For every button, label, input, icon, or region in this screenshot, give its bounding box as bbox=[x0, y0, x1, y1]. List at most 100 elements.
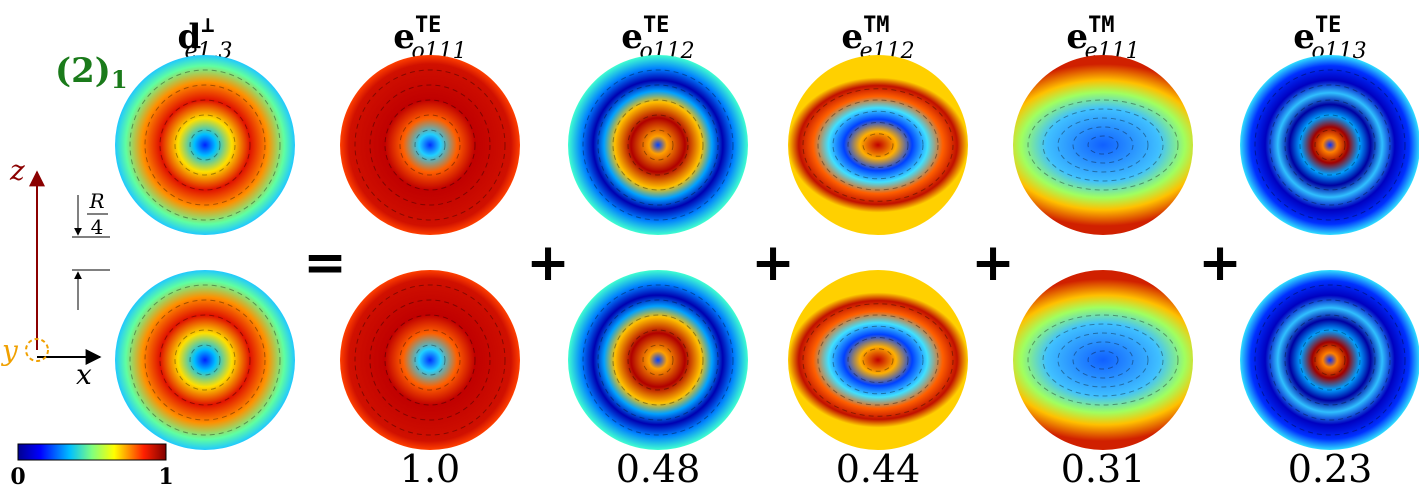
field-lines bbox=[129, 69, 281, 221]
field-lines bbox=[802, 303, 954, 417]
operator: + bbox=[751, 233, 795, 293]
scale-den: 4 bbox=[91, 215, 104, 239]
field-lines bbox=[1027, 99, 1179, 191]
field-disc bbox=[568, 270, 748, 450]
weight: 0.48 bbox=[616, 447, 701, 490]
field-lines bbox=[847, 337, 909, 383]
field-lines bbox=[1057, 117, 1149, 173]
field-lines bbox=[1087, 135, 1119, 155]
field-lines bbox=[612, 314, 704, 406]
field-lines bbox=[1299, 114, 1361, 176]
title-base: e bbox=[393, 17, 415, 57]
field-lines bbox=[1027, 314, 1179, 406]
scale-num: R bbox=[88, 189, 104, 213]
field-lines bbox=[1254, 284, 1406, 436]
field-disc bbox=[1240, 55, 1419, 235]
title-sup: ⊥ bbox=[201, 13, 214, 38]
field-lines bbox=[174, 329, 236, 391]
field-lines bbox=[369, 299, 491, 421]
field-lines bbox=[582, 284, 734, 436]
field-lines bbox=[369, 84, 491, 206]
field-lines bbox=[627, 329, 689, 391]
field-lines bbox=[144, 299, 266, 421]
field-lines bbox=[1284, 314, 1376, 406]
colorbar bbox=[17, 443, 167, 461]
label-sub: 1 bbox=[111, 65, 128, 94]
y-axis bbox=[25, 338, 49, 362]
field-lines bbox=[354, 69, 506, 221]
field-disc bbox=[1013, 55, 1193, 235]
field-lines bbox=[1087, 350, 1119, 370]
title-sup: TM bbox=[1088, 13, 1115, 38]
field-lines bbox=[627, 114, 689, 176]
field-lines bbox=[1314, 129, 1346, 161]
field-lines bbox=[414, 129, 446, 161]
field-lines bbox=[174, 114, 236, 176]
colorbar-min: 0 bbox=[10, 464, 25, 490]
field-lines bbox=[1299, 329, 1361, 391]
field-lines bbox=[1072, 126, 1134, 164]
field-lines bbox=[1042, 108, 1164, 182]
weight: 0.31 bbox=[1061, 447, 1146, 490]
title-base: e bbox=[841, 17, 863, 57]
field-lines bbox=[414, 344, 446, 376]
field-lines bbox=[1057, 332, 1149, 388]
title-base: e bbox=[1293, 17, 1315, 57]
field-lines bbox=[1284, 99, 1376, 191]
field-lines bbox=[399, 114, 461, 176]
weight: 1.0 bbox=[400, 447, 460, 490]
field-lines bbox=[817, 314, 939, 406]
field-lines bbox=[1042, 323, 1164, 397]
colorbar-max: 1 bbox=[158, 464, 173, 490]
field-lines bbox=[862, 348, 894, 372]
title-sup: TE bbox=[415, 13, 442, 38]
field-disc bbox=[115, 55, 295, 235]
field-lines bbox=[1269, 299, 1391, 421]
field-disc bbox=[115, 270, 295, 450]
label-base: (2) bbox=[55, 51, 111, 91]
field-lines bbox=[642, 129, 674, 161]
z-label: z bbox=[9, 154, 25, 187]
y-label: y bbox=[0, 334, 19, 367]
x-label: x bbox=[76, 358, 92, 391]
field-lines bbox=[1269, 84, 1391, 206]
field-lines bbox=[159, 314, 251, 406]
field-lines bbox=[399, 329, 461, 391]
field-lines bbox=[1314, 344, 1346, 376]
field-lines bbox=[1254, 69, 1406, 221]
field-lines bbox=[159, 99, 251, 191]
field-lines bbox=[189, 344, 221, 376]
weight: 0.23 bbox=[1288, 447, 1373, 490]
field-lines bbox=[802, 88, 954, 202]
operator: + bbox=[971, 233, 1015, 293]
field-lines bbox=[597, 299, 719, 421]
title-base: e bbox=[621, 17, 643, 57]
mode-title: eTE o112 bbox=[621, 13, 694, 64]
field-disc bbox=[1013, 270, 1193, 450]
title-sup: TM bbox=[863, 13, 890, 38]
field-lines bbox=[597, 84, 719, 206]
field-lines bbox=[847, 122, 909, 168]
field-lines bbox=[129, 284, 281, 436]
field-lines bbox=[832, 325, 924, 395]
field-disc bbox=[788, 55, 968, 235]
field-lines bbox=[189, 129, 221, 161]
field-lines bbox=[144, 84, 266, 206]
title-sup: TE bbox=[1315, 13, 1342, 38]
field-lines bbox=[384, 99, 476, 191]
weight: 0.44 bbox=[836, 447, 921, 490]
field-lines bbox=[384, 314, 476, 406]
operator: = bbox=[303, 233, 347, 293]
operator: + bbox=[526, 233, 570, 293]
field-lines bbox=[1072, 341, 1134, 379]
mode-label: (2)1 bbox=[55, 51, 128, 94]
field-lines bbox=[817, 99, 939, 191]
field-lines bbox=[612, 99, 704, 191]
field-lines bbox=[862, 133, 894, 157]
operator: + bbox=[1198, 233, 1242, 293]
field-disc bbox=[340, 270, 520, 450]
field-lines bbox=[354, 284, 506, 436]
field-disc bbox=[340, 55, 520, 235]
field-lines bbox=[642, 344, 674, 376]
